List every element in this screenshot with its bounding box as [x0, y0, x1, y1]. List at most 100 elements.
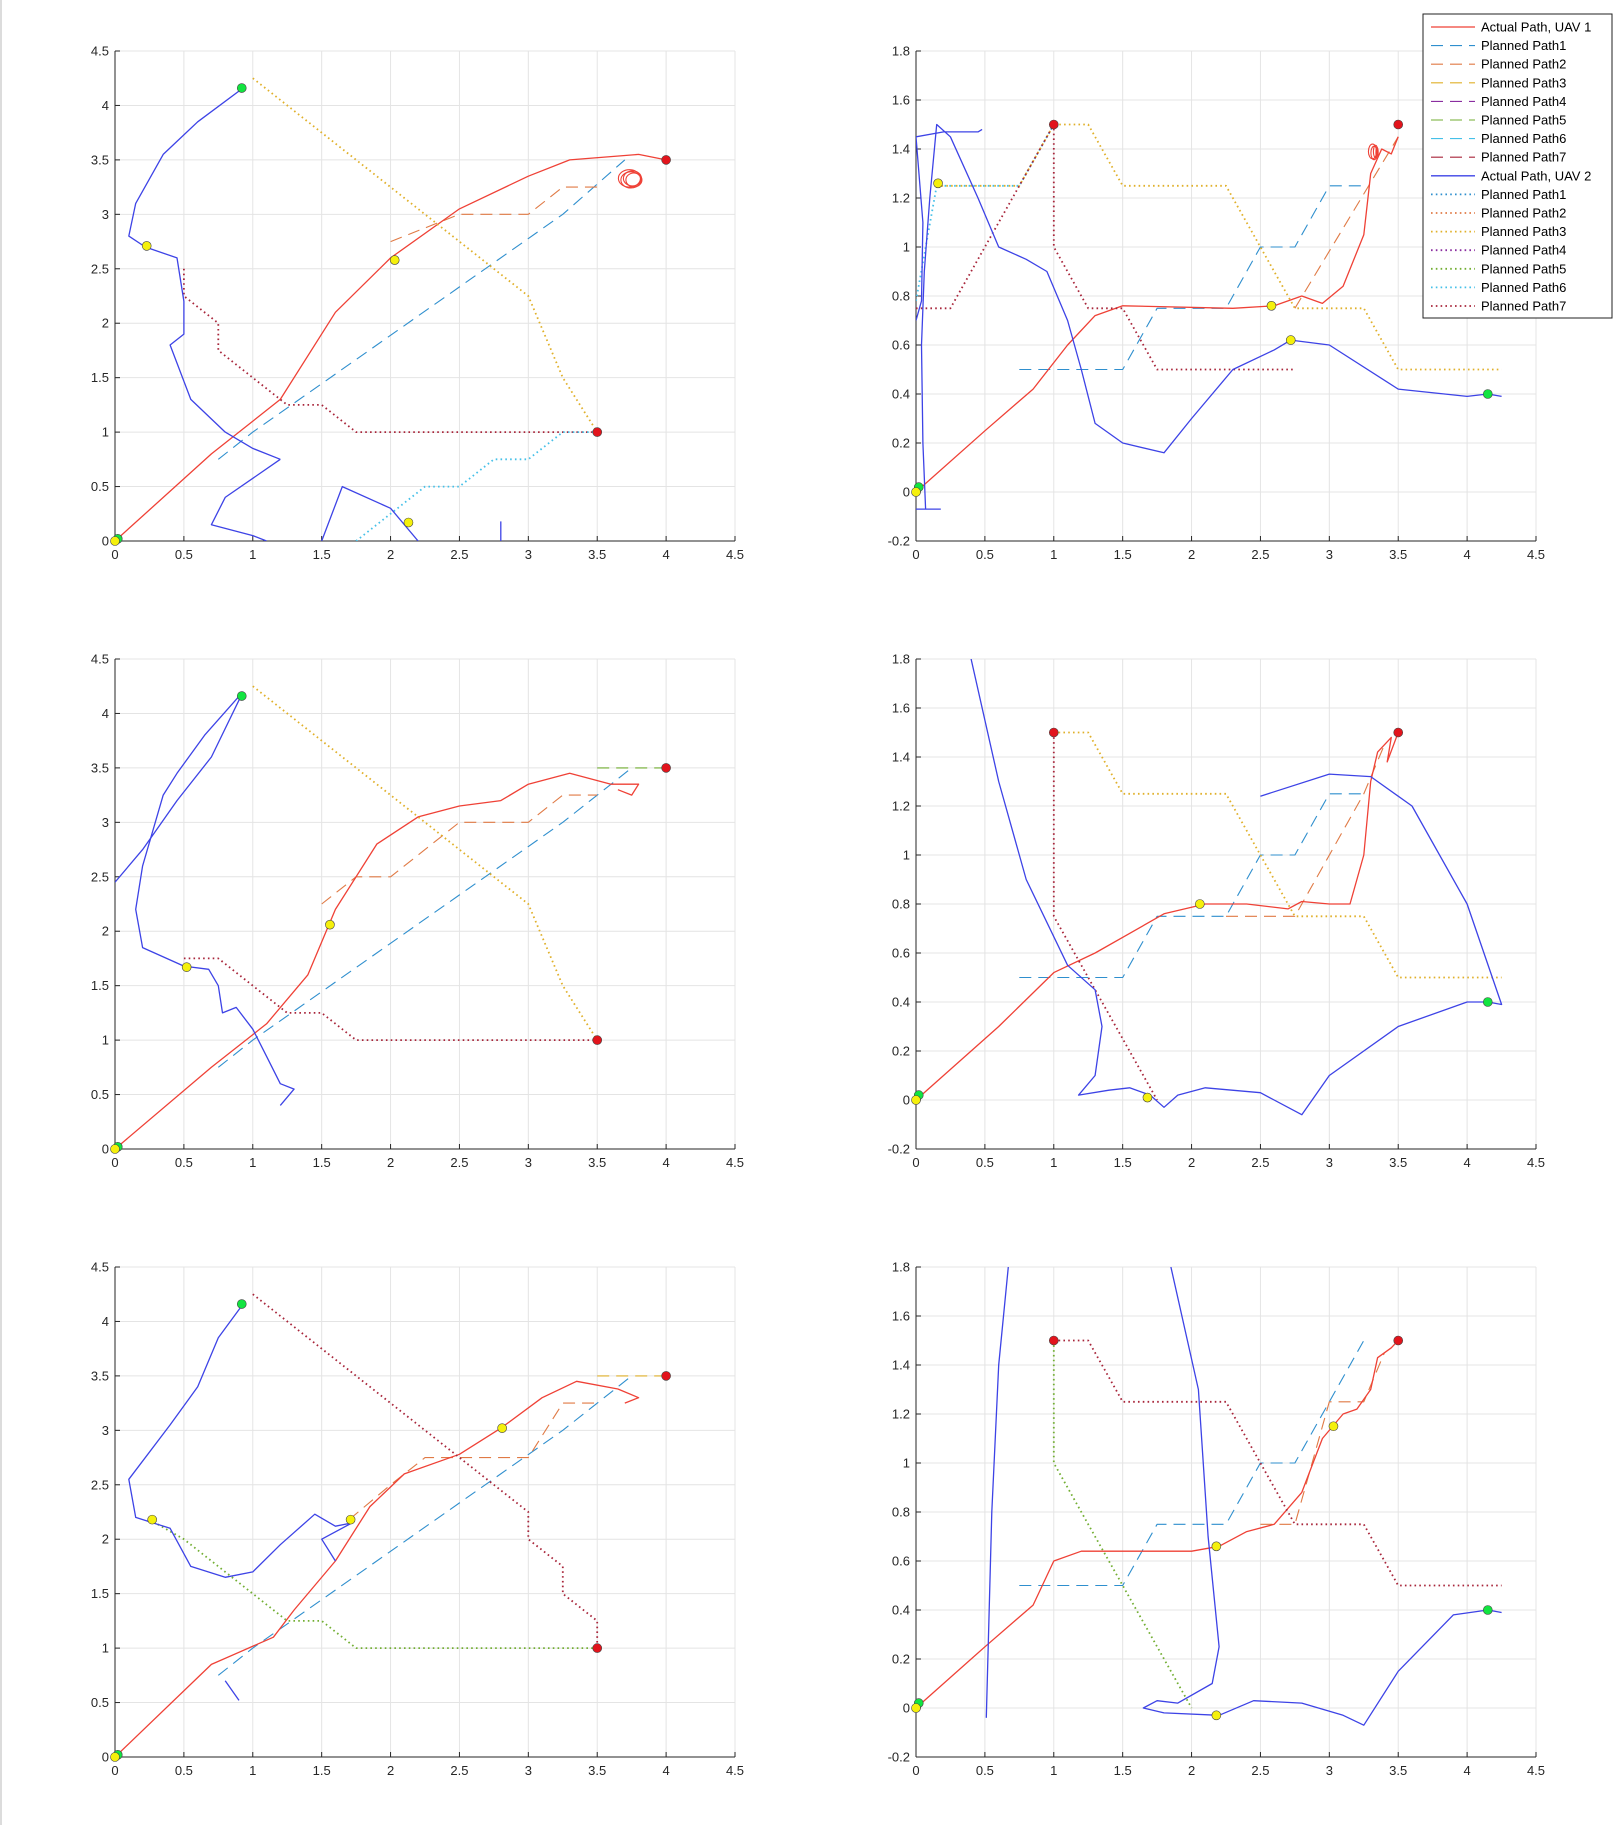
legend-label: Planned Path2: [1481, 57, 1566, 72]
uav-2-actual-path: [1142, 1267, 1502, 1726]
y-tick-label: 0.8: [892, 897, 910, 912]
y-tick-label: 1.2: [892, 1407, 910, 1422]
y-tick-label: 1.4: [892, 1358, 910, 1373]
x-tick-label: 0: [111, 1763, 118, 1778]
goal-marker: [1048, 1335, 1059, 1346]
x-tick-label: 0.5: [175, 1155, 193, 1170]
start-marker: [236, 691, 247, 701]
waypoint-marker: [1285, 335, 1296, 345]
y-tick-label: 1.6: [892, 1309, 910, 1324]
waypoint-marker: [110, 536, 120, 546]
uav-2-planned-path-5: [1052, 1340, 1193, 1709]
x-tick-label: 1: [1050, 1155, 1057, 1170]
y-tick-label: 0.2: [892, 436, 910, 451]
series-layer: [916, 1267, 1502, 1726]
chart-panel-row3-left: 0 0.5 1 1.5 2 2.5 3 3.5 4 4.5 0 0.5 1 1.5 2 2.5 3 3.5 4 4.5: [91, 1260, 744, 1779]
y-tick-label: 4.5: [91, 652, 109, 667]
waypoint-marker: [181, 962, 192, 972]
x-tick-label: 2.5: [450, 1763, 468, 1778]
x-tick-label: 2.5: [1251, 1155, 1269, 1170]
x-tick-label: 4.5: [1527, 1155, 1545, 1170]
legend-label: Planned Path6: [1481, 280, 1566, 295]
x-tick-label: 1: [1050, 547, 1057, 562]
y-tick-label: 1.5: [91, 978, 109, 993]
legend-label: Actual Path, UAV 1: [1481, 20, 1591, 35]
start-marker: [1482, 1605, 1493, 1615]
x-tick-label: 3.5: [1389, 1763, 1407, 1778]
waypoint-marker: [110, 1752, 120, 1762]
x-tick-label: 2: [387, 1763, 394, 1778]
uav-1-planned-path-2: [1260, 1352, 1385, 1525]
x-tick-label: 4: [662, 547, 669, 562]
uav-1-actual-path: [115, 772, 640, 1149]
series-layer: [115, 77, 667, 541]
y-tick-label: 3: [102, 1423, 109, 1438]
legend-label: Actual Path, UAV 2: [1481, 168, 1591, 183]
plot-area: [115, 659, 735, 1149]
y-tick-label: 0.4: [892, 387, 910, 402]
y-tick-label: 0.8: [892, 1505, 910, 1520]
series-layer: [115, 1293, 667, 1757]
y-tick-label: 1: [903, 848, 910, 863]
goal-marker: [661, 155, 671, 165]
x-tick-label: 3: [525, 1155, 532, 1170]
goal-marker: [592, 427, 603, 437]
y-tick-label: 3.5: [91, 760, 109, 775]
x-tick-label: 4: [1463, 1155, 1470, 1170]
x-tick-label: 0.5: [175, 547, 193, 562]
legend-label: Planned Path5: [1481, 261, 1566, 276]
legend-label: Planned Path2: [1481, 206, 1566, 221]
y-tick-label: 4.5: [91, 1260, 109, 1275]
y-tick-label: 3: [102, 815, 109, 830]
y-tick-label: 1.8: [892, 652, 910, 667]
x-tick-label: 2: [1188, 547, 1195, 562]
y-tick-label: 0: [102, 1750, 109, 1765]
goal-marker: [1393, 727, 1404, 738]
y-tick-label: 1.8: [892, 1260, 910, 1275]
plot-area: [115, 51, 735, 541]
x-tick-label: 1.5: [313, 547, 331, 562]
legend-label: Planned Path6: [1481, 131, 1566, 146]
x-tick-label: 2.5: [1251, 547, 1269, 562]
x-tick-label: 4.5: [1527, 1763, 1545, 1778]
y-tick-label: 1: [102, 1033, 109, 1048]
uav-1-planned-path-1: [1019, 185, 1364, 371]
x-tick-label: 1.5: [313, 1763, 331, 1778]
uav-2-actual-path: [985, 1267, 1009, 1718]
waypoint-marker: [933, 178, 943, 189]
uav-1-hover-loop: [625, 172, 643, 188]
y-tick-label: 3: [102, 207, 109, 222]
x-tick-label: 4.5: [726, 1155, 744, 1170]
y-tick-label: 0: [903, 1093, 910, 1108]
x-tick-label: 4: [1463, 547, 1470, 562]
x-tick-label: 1: [249, 1763, 256, 1778]
uav-1-actual-path: [916, 136, 1399, 493]
uav-1-planned-path-2: [390, 186, 598, 243]
legend-label: Planned Path7: [1481, 150, 1566, 165]
plot-area: [115, 1267, 735, 1757]
y-tick-label: 0.6: [892, 1554, 910, 1569]
uav-2-planned-path-3: [1053, 731, 1502, 979]
y-tick-label: 0.2: [892, 1044, 910, 1059]
legend-label: Planned Path7: [1481, 299, 1566, 314]
uav-1-actual-path: [115, 1380, 640, 1757]
uav-2-planned-path-7: [252, 1293, 599, 1649]
waypoint-marker: [497, 1423, 507, 1433]
y-tick-label: 4: [102, 98, 109, 113]
waypoint-marker: [1266, 300, 1277, 311]
uav-1-planned-path-1: [1019, 793, 1364, 979]
chart-panel-row2-right: 0 0.5 1 1.5 2 2.5 3 3.5 4 4.5-0.200.20.40.60.811.…: [888, 652, 1545, 1171]
x-tick-label: 1.5: [1114, 1763, 1132, 1778]
y-tick-label: 1: [903, 1456, 910, 1471]
uav-1-planned-path-1: [1019, 1340, 1365, 1587]
y-tick-label: 2: [102, 924, 109, 939]
x-tick-label: 4.5: [726, 547, 744, 562]
y-tick-label: 1.5: [91, 1586, 109, 1601]
x-tick-label: 2: [387, 1155, 394, 1170]
y-tick-label: 0.4: [892, 995, 910, 1010]
uav-2-planned-path-5: [148, 1518, 598, 1649]
goal-marker: [1393, 119, 1404, 130]
x-tick-label: 1.5: [1114, 547, 1132, 562]
x-tick-label: 4: [1463, 1763, 1470, 1778]
x-tick-label: 0.5: [976, 1155, 994, 1170]
